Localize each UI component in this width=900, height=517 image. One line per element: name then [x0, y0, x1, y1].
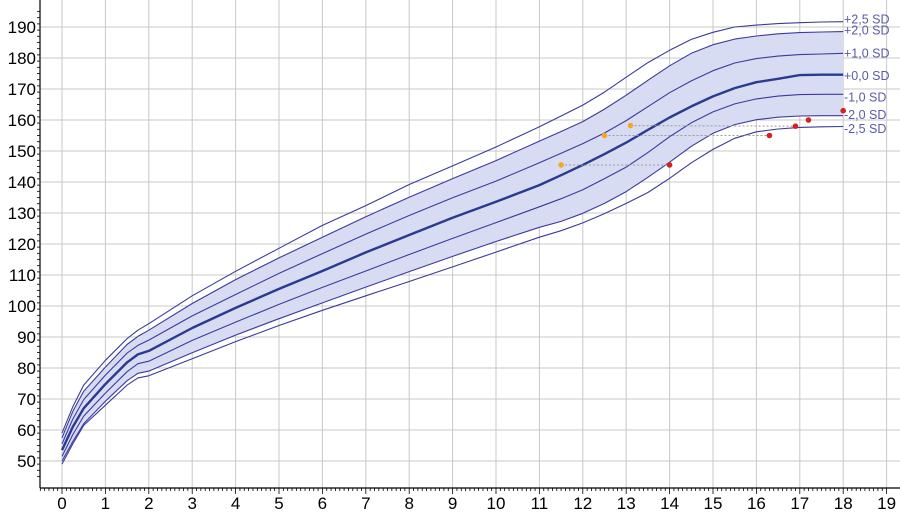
y-tick-label: 140	[8, 173, 36, 192]
orange-point	[601, 132, 608, 139]
x-tick-label: 12	[573, 494, 592, 513]
y-tick-label: 130	[8, 204, 36, 223]
y-tick-label: 80	[17, 359, 36, 378]
y-tick-label: 180	[8, 49, 36, 68]
curve-20sd	[61, 115, 844, 462]
x-tick-label: 5	[274, 494, 283, 513]
guide-lines	[561, 125, 796, 166]
red-point	[805, 117, 812, 123]
red-point	[666, 162, 673, 168]
x-axis-ticks: 0 1 2 3 4 5 6 7 8 9 10 11 12 13 14 15 16 17 18 19	[57, 494, 896, 513]
x-tick-label: 7	[361, 494, 370, 513]
curve-00sd	[60, 73, 844, 451]
curve-25sd	[61, 21, 844, 434]
y-tick-label: 160	[8, 111, 36, 130]
x-tick-label: 19	[877, 494, 896, 513]
sd-label: -2,5 SD	[844, 122, 886, 136]
x-tick-label: 16	[747, 494, 766, 513]
sd-label: +1,0 SD	[844, 46, 890, 60]
x-tick-label: 1	[101, 494, 110, 513]
y-tick-label: 60	[17, 421, 36, 440]
curve-10sd	[61, 52, 844, 445]
sd-labels: +2,5 SD+2,0 SD +1,0 SD +0,0 SD -1,0 SD -2,0 …	[844, 12, 890, 136]
guide-line	[630, 125, 796, 127]
x-tick-label: 8	[404, 494, 413, 513]
measurement-points	[558, 107, 846, 168]
x-tick-label: 14	[660, 494, 679, 513]
red-point	[792, 123, 799, 129]
x-tick-label: 17	[790, 494, 809, 513]
x-tick-label: 2	[144, 494, 153, 513]
axes	[37, 0, 900, 494]
sd-band	[62, 31, 844, 461]
red-point	[766, 132, 773, 139]
x-tick-label: 11	[531, 494, 549, 513]
x-tick-label: 13	[617, 494, 636, 513]
orange-point	[558, 162, 564, 168]
sd-label: -1,0 SD	[844, 91, 886, 105]
x-tick-label: 3	[187, 494, 196, 513]
x-tick-label: 6	[318, 494, 327, 513]
curve-20sd	[61, 31, 844, 439]
y-tick-label: 50	[17, 452, 36, 471]
y-tick-label: 120	[8, 235, 36, 254]
y-tick-label: 170	[8, 80, 36, 99]
y-tick-label: 110	[9, 266, 36, 285]
curve-25sd	[61, 125, 844, 465]
y-tick-label: 90	[17, 328, 36, 347]
shaded-band	[62, 31, 844, 461]
x-tick-label: 9	[448, 494, 457, 513]
x-tick-label: 10	[487, 494, 506, 513]
sd-label: +2,5 SD	[844, 12, 890, 26]
x-tick-label: 18	[834, 494, 853, 513]
y-tick-label: 150	[8, 142, 36, 161]
x-tick-label: 0	[57, 494, 66, 513]
red-point	[840, 107, 846, 114]
x-tick-label: 15	[704, 494, 723, 513]
sd-label: +2,0 SD	[844, 24, 890, 38]
curve-10sd	[61, 93, 844, 457]
y-tick-label: 100	[8, 297, 36, 316]
sd-label: +0,0 SD	[844, 69, 890, 83]
x-tick-label: 4	[231, 494, 240, 513]
y-axis-ticks: 50 60 70 80 90 100 110 120 130 140 150 160 170 180 190	[8, 18, 36, 471]
y-tick-label: 70	[17, 390, 36, 409]
orange-point	[627, 122, 634, 129]
y-tick-label: 190	[8, 18, 36, 37]
sd-label: -2,0 SD	[844, 108, 886, 122]
sd-curves	[60, 21, 844, 465]
